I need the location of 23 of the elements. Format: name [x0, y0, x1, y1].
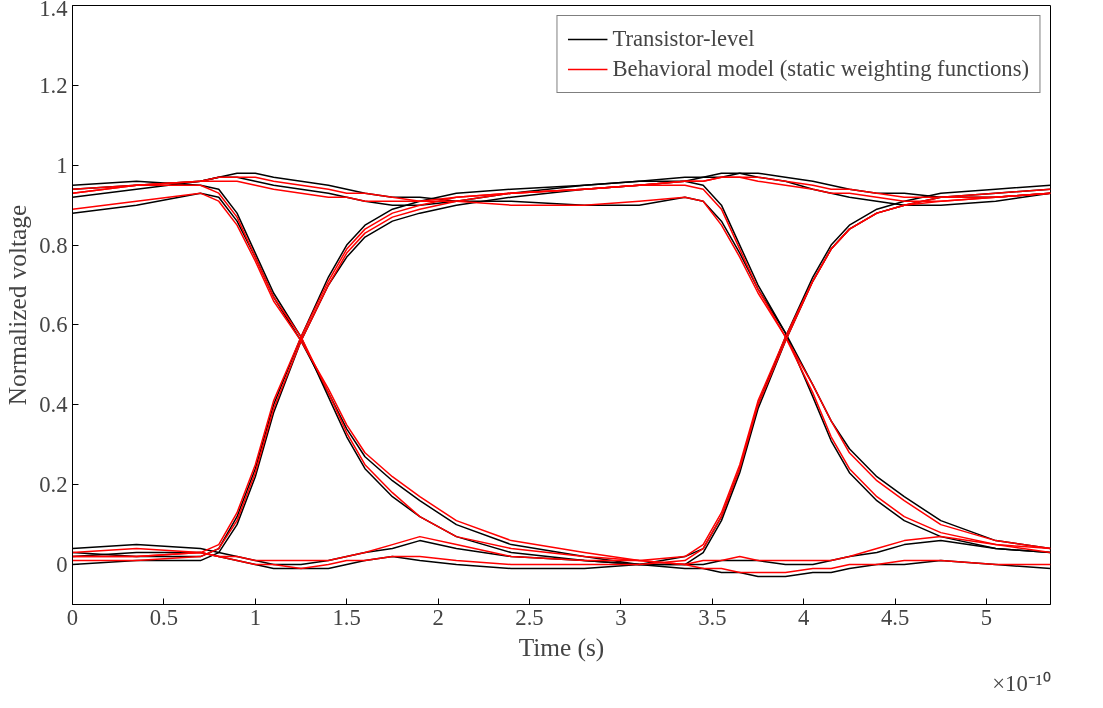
x-tick-label: 1	[249, 604, 261, 630]
legend-label: Behavioral model (static weighting functions)	[612, 56, 1029, 82]
x-tick-label: 0.5	[149, 604, 179, 630]
y-tick-label: 0.6	[39, 312, 68, 338]
x-tick-label: 3.5	[698, 604, 727, 630]
text: ×10⁻¹⁰	[992, 670, 1051, 696]
y-tick-label: 0.4	[39, 392, 68, 418]
x-axis-title: Time (s)	[518, 632, 605, 662]
x-tick-label: 5	[980, 604, 993, 630]
x-tick-label: 1.5	[332, 604, 361, 630]
legend-label: Transistor-level	[612, 26, 755, 52]
y-tick-label: 1	[56, 152, 68, 178]
y-tick-label: 0.8	[39, 232, 68, 258]
y-tick-label: 1.4	[39, 0, 68, 21]
x-tick-label: 4	[798, 604, 810, 630]
y-tick-label: 0.2	[39, 472, 68, 498]
x-tick-label: 2	[432, 604, 444, 630]
x-tick-label: 3	[615, 604, 627, 630]
y-axis-title: Normalized voltage	[3, 204, 32, 406]
y-tick-label: 0	[56, 552, 68, 578]
x-tick-label: 2.5	[515, 604, 544, 630]
x-tick-label: 4.5	[880, 604, 910, 630]
y-tick-label: 1.2	[39, 72, 68, 98]
